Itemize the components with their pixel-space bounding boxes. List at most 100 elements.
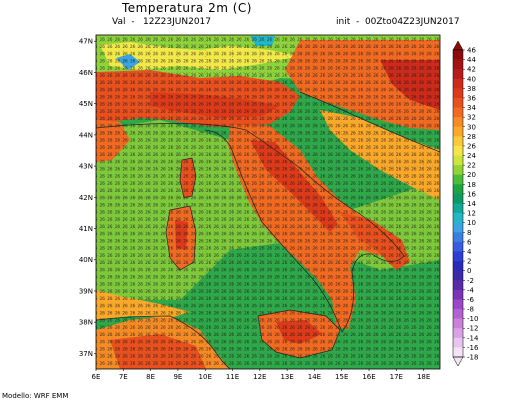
lat-label: 39N (79, 287, 93, 295)
colorbar-segment (453, 222, 463, 233)
colorbar-segment (453, 261, 463, 271)
colorbar-tick-label: 6 (467, 238, 472, 246)
lon-label: 14E (308, 373, 321, 381)
colorbar-tick-label: -16 (467, 344, 479, 352)
colorbar-segment (453, 299, 463, 310)
colorbar-tick-label: 0 (467, 267, 471, 275)
plot-frame (95, 34, 441, 370)
valid-time-value: 12Z23JUN2017 (143, 17, 211, 27)
colorbar-segment (453, 337, 463, 348)
colorbar-segment (453, 69, 463, 80)
colorbar-tick-label: 32 (467, 114, 476, 122)
colorbar-tick-label: -2 (467, 277, 474, 285)
colorbar-tick-label: -4 (467, 286, 475, 294)
colorbar-tick-label: 24 (467, 152, 476, 160)
lon-label: 18E (417, 373, 430, 381)
lon-label: 16E (362, 373, 375, 381)
colorbar-tick-label: 44 (467, 56, 476, 64)
lon-label: 17E (390, 373, 403, 381)
lat-label: 38N (79, 319, 93, 327)
lat-label: 45N (79, 100, 93, 108)
lat-label: 41N (79, 225, 93, 233)
lat-label: 47N (79, 38, 93, 46)
lon-label: 6E (92, 373, 101, 381)
colorbar-segment (453, 203, 463, 214)
colorbar-segment (453, 318, 463, 329)
colorbar-tick-label: 42 (467, 66, 476, 74)
colorbar-tick-label: 12 (467, 210, 476, 218)
colorbar-segment (453, 193, 463, 204)
lon-label: 15E (335, 373, 348, 381)
colorbar-tick-label: 34 (467, 104, 476, 112)
lat-label: 44N (79, 131, 93, 139)
longitude-labels: 6E 7E 8E 9E 10E 11E 12E 13E 14E 15E 16E 17E 18E (92, 369, 430, 381)
colorbar-tick-label: 18 (467, 181, 476, 189)
graticule (96, 35, 440, 369)
valid-time: Val - 12Z23JUN2017 (112, 17, 211, 27)
colorbar-segment (453, 88, 463, 99)
model-label: Modello: WRF EMM (2, 392, 69, 400)
colorbar-tick-label: 4 (467, 248, 472, 256)
init-label: init (336, 17, 351, 27)
lon-label: 7E (119, 373, 128, 381)
colorbar-tick-label: 8 (467, 229, 471, 237)
colorbar-segment (453, 251, 463, 262)
colorbar-tick-label: 30 (467, 123, 476, 131)
latitude-labels: 47N 46N 45N 44N 43N 42N 41N 40N 39N 38N 37N (79, 38, 96, 358)
lon-label: 13E (280, 373, 293, 381)
colorbar-segment (453, 78, 463, 89)
colorbar-tick-label: 10 (467, 219, 476, 227)
colorbar-segment (453, 232, 463, 243)
colorbar-segment (453, 165, 463, 176)
colorbar-tick-label: 40 (467, 75, 476, 83)
colorbar-segment (453, 97, 463, 108)
colorbar-segment (453, 50, 463, 60)
colorbar-tick-label: 38 (467, 85, 476, 93)
colorbar-tick-label: -10 (467, 315, 478, 323)
colorbar-tick-label: 16 (467, 190, 476, 198)
colorbar-segment (453, 213, 463, 223)
init-time-value: 00Zto04Z23JUN2017 (364, 17, 460, 27)
coastlines (96, 91, 440, 369)
init-time: init - 00Zto04Z23JUN2017 (336, 17, 460, 27)
colorbar-segment (453, 184, 463, 195)
colorbar-segment (453, 289, 463, 300)
colorbar-tick-label: -14 (467, 334, 479, 342)
colorbar-segment (453, 117, 463, 128)
colorbar-segment (453, 174, 463, 185)
colorbar-segment (453, 59, 463, 70)
lon-label: 9E (173, 373, 182, 381)
lat-label: 43N (79, 163, 93, 171)
lat-label: 37N (79, 350, 93, 358)
colorbar-tick-label: 20 (467, 171, 476, 179)
colorbar-segment (453, 107, 463, 118)
lon-label: 10E (199, 373, 212, 381)
colorbar-segment (453, 270, 463, 281)
value-grid-overlay (96, 35, 440, 369)
colorbar-segment (453, 155, 463, 166)
colorbar-tick-label: 28 (467, 133, 476, 141)
colorbar-segment (453, 145, 463, 156)
colorbar-segment (453, 280, 463, 291)
colorbar-tick-label: 46 (467, 47, 476, 55)
colorbar-tick-label: 22 (467, 162, 476, 170)
lon-label: 12E (253, 373, 266, 381)
lat-label: 40N (79, 256, 93, 264)
valid-label: Val (112, 17, 126, 27)
colorbar-segment (453, 126, 463, 137)
colorbar-segment (453, 136, 463, 147)
colorbar-tick-label: -6 (467, 296, 475, 304)
colorbar-tick-label: 36 (467, 94, 476, 102)
colorbar-max-arrow (452, 40, 464, 51)
lat-label: 42N (79, 194, 93, 202)
colorbar-segment (453, 309, 463, 319)
colorbar-tick-label: -12 (467, 325, 478, 333)
chart-title: Temperatura 2m (C) (122, 1, 252, 15)
lon-label: 11E (226, 373, 239, 381)
colorbar-tick-label: 14 (467, 200, 476, 208)
colorbar-segment (453, 328, 463, 339)
colorbar-tick-label: 2 (467, 258, 471, 266)
colorbar-tick-label: -18 (467, 354, 478, 362)
colorbar-min-arrow (452, 356, 464, 367)
